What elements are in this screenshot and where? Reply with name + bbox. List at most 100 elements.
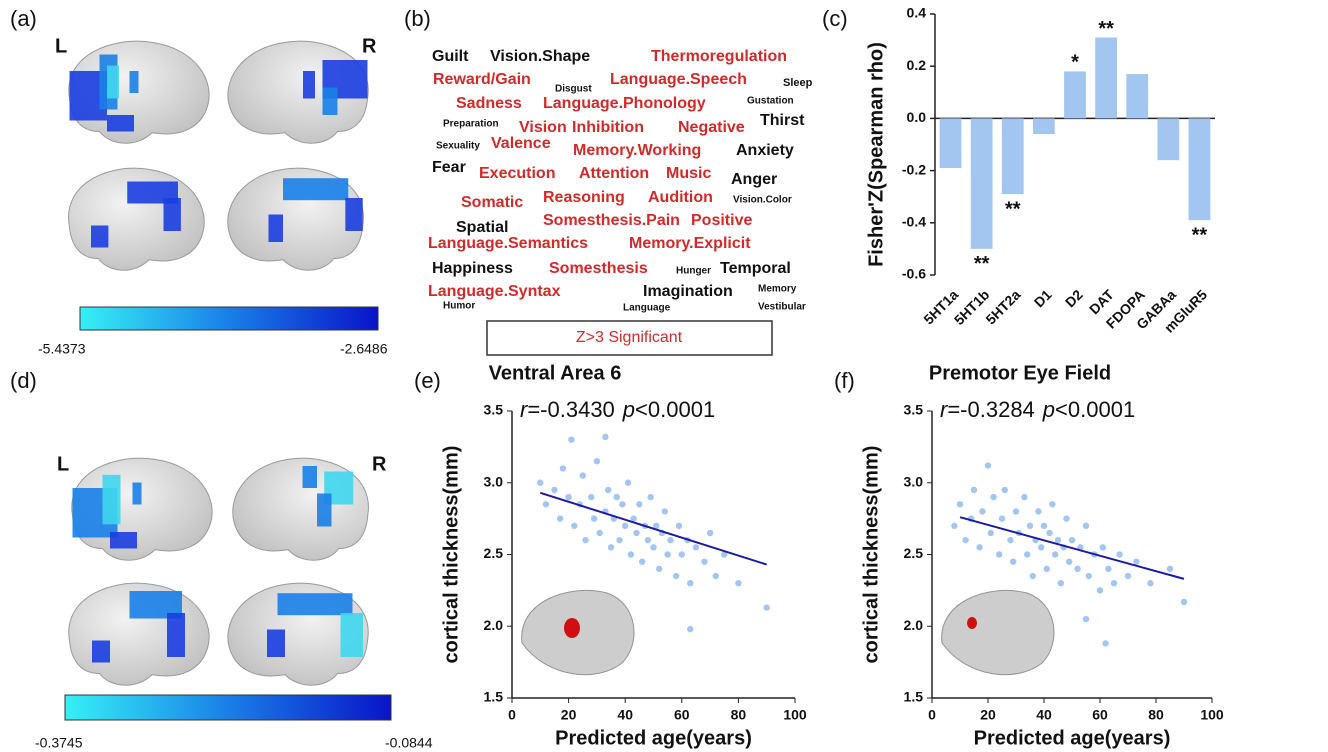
point xyxy=(622,522,629,529)
hemisphere-label: L xyxy=(55,35,67,57)
point xyxy=(701,558,708,565)
brain xyxy=(227,167,364,271)
brain-patch xyxy=(268,214,283,242)
word: Sexuality xyxy=(436,141,480,152)
point xyxy=(627,551,635,558)
point xyxy=(692,544,700,551)
brain-patch xyxy=(303,71,315,99)
word: Vision xyxy=(519,119,567,136)
point xyxy=(619,501,626,508)
x-tick-label: 60 xyxy=(674,707,690,723)
point xyxy=(1068,536,1076,544)
point xyxy=(1105,565,1112,573)
panel-label: (a) xyxy=(10,6,37,31)
point xyxy=(602,433,609,441)
point xyxy=(1096,587,1104,594)
point xyxy=(1082,615,1090,623)
y-tick-label: 0.0 xyxy=(907,109,927,125)
point xyxy=(559,465,567,472)
word: Attention xyxy=(579,165,649,182)
point xyxy=(687,580,694,587)
point xyxy=(624,479,632,486)
y-tick-label: -0.6 xyxy=(902,266,926,282)
point xyxy=(1166,565,1174,573)
annotation-part: p xyxy=(622,397,635,422)
word: Anger xyxy=(731,171,777,188)
point xyxy=(1066,558,1073,565)
point xyxy=(1085,572,1093,580)
point xyxy=(588,493,595,501)
point xyxy=(706,529,714,537)
word: Fear xyxy=(432,159,466,176)
point xyxy=(1023,551,1031,558)
word: Sleep xyxy=(783,77,813,89)
word: Thirst xyxy=(760,112,805,129)
bar xyxy=(1001,118,1024,195)
brain-patch xyxy=(107,115,134,132)
point xyxy=(979,508,986,515)
annotation-part: r xyxy=(520,397,529,422)
bar xyxy=(1064,71,1086,119)
x-tick-label: D2 xyxy=(1062,286,1086,310)
point xyxy=(565,493,572,501)
word: Somesthesis.Pain xyxy=(543,212,680,229)
bar xyxy=(1157,118,1180,161)
word: Happiness xyxy=(432,260,513,277)
chart-title: Ventral Area 6 xyxy=(489,362,622,384)
panel-label: (f) xyxy=(834,368,855,393)
word: Imagination xyxy=(643,283,733,300)
bar xyxy=(970,118,993,249)
annotation: r=-0.3284 p<0.0001 xyxy=(940,397,1135,422)
word: Vestibular xyxy=(758,302,806,313)
point xyxy=(763,604,770,611)
word: Reward/Gain xyxy=(433,71,531,88)
point xyxy=(650,544,657,551)
y-tick-label: 2.0 xyxy=(484,617,504,633)
word: Inhibition xyxy=(572,119,644,136)
colorbar xyxy=(64,694,392,721)
point xyxy=(593,458,601,465)
point xyxy=(613,493,620,501)
brain-patch xyxy=(317,493,332,527)
point xyxy=(1102,640,1109,647)
word: Thermoregulation xyxy=(651,48,787,65)
y-axis-label: cortical thickness(mm) xyxy=(440,446,462,664)
bar xyxy=(1126,74,1149,119)
point xyxy=(1147,580,1154,587)
x-tick-label: D1 xyxy=(1031,286,1055,310)
point xyxy=(1035,508,1042,515)
word: Negative xyxy=(678,119,745,136)
brain-patch xyxy=(110,532,137,549)
word: Vision.Color xyxy=(733,195,792,206)
x-tick-label: 0 xyxy=(928,707,936,723)
point xyxy=(672,572,680,580)
chart-title: Premotor Eye Field xyxy=(929,362,1111,384)
hemisphere-label: L xyxy=(57,453,69,475)
point xyxy=(678,551,685,558)
word: Somatic xyxy=(461,194,523,211)
point xyxy=(1043,565,1051,573)
point xyxy=(1054,536,1062,544)
point xyxy=(951,522,958,529)
colorbar-label: -2.6486 xyxy=(340,341,388,357)
point xyxy=(687,625,694,633)
brain-patch xyxy=(107,65,119,99)
word: Spatial xyxy=(456,219,508,236)
y-tick-label: 0.2 xyxy=(907,57,927,73)
colorbar-label: -5.4373 xyxy=(38,341,86,357)
point xyxy=(664,551,671,558)
word: Memory.Explicit xyxy=(629,235,751,252)
legend-text: Z>3 Significant xyxy=(576,329,683,346)
word: Audition xyxy=(648,189,713,206)
word: Gustation xyxy=(747,96,794,107)
point xyxy=(590,515,598,522)
word: Anxiety xyxy=(736,142,794,159)
point xyxy=(1029,572,1037,580)
fit-line xyxy=(959,516,1185,580)
point xyxy=(1012,508,1020,515)
point xyxy=(721,551,728,558)
annotation-part: <0.0001 xyxy=(1055,397,1135,422)
point xyxy=(1180,598,1188,606)
brain-inset xyxy=(941,589,1055,676)
point xyxy=(568,436,575,443)
